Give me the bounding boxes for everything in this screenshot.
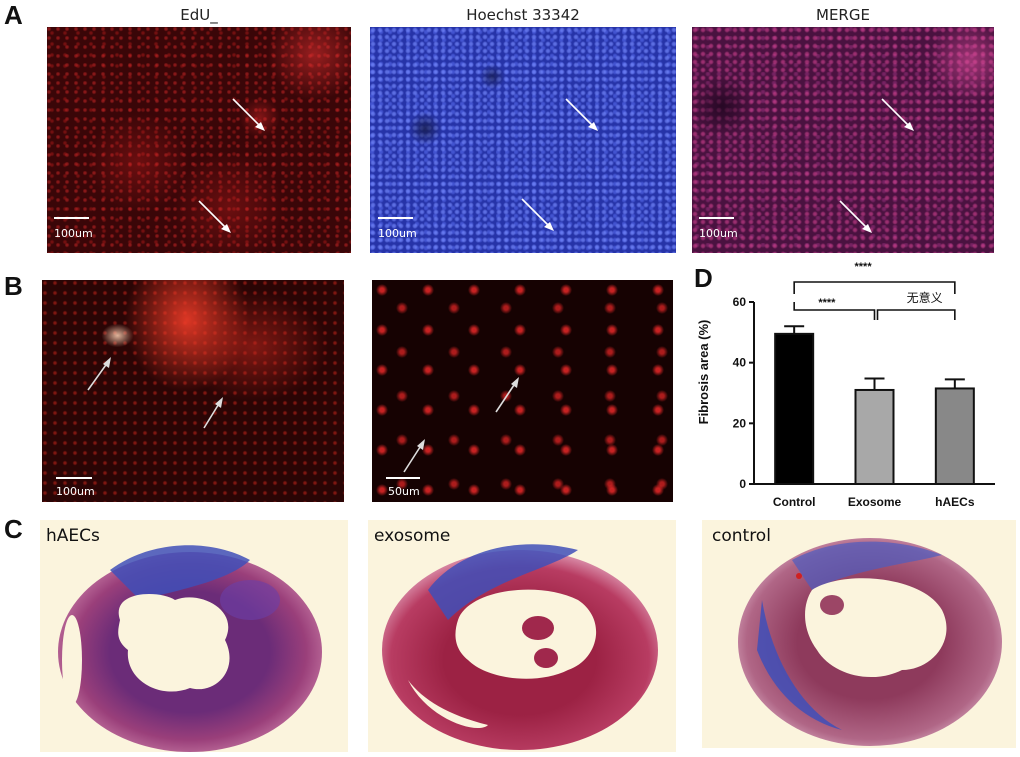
x-tick-label: hAECs bbox=[935, 495, 975, 509]
y-axis-label: Fibrosis area (%) bbox=[696, 320, 711, 425]
masson-stain-control: control bbox=[702, 520, 1016, 748]
title-edu: EdU_ bbox=[180, 6, 218, 24]
scale-label: 100um bbox=[56, 485, 95, 498]
panel-letter-d: D bbox=[694, 263, 713, 293]
panel-letter-c: C bbox=[4, 514, 23, 544]
masson-stain-exosome: exosome bbox=[368, 520, 676, 752]
masson-stain-haecs: hAECs bbox=[40, 520, 348, 752]
scale-label: 50um bbox=[388, 485, 420, 498]
scale-bar bbox=[378, 217, 413, 219]
y-tick-label: 20 bbox=[733, 416, 747, 430]
panel-letter-a: A bbox=[4, 0, 23, 30]
heart-cross-section-image bbox=[382, 544, 658, 750]
title-hoechst: Hoechst 33342 bbox=[466, 6, 580, 24]
significance-label: 无意义 bbox=[907, 290, 943, 305]
hoechst-micrograph: 100um bbox=[370, 27, 676, 253]
x-tick-label: Exosome bbox=[848, 495, 902, 509]
y-tick-label: 60 bbox=[733, 295, 747, 309]
scale-bar bbox=[699, 217, 734, 219]
scale-label: 100um bbox=[378, 227, 417, 240]
y-tick-label: 0 bbox=[739, 477, 746, 491]
scale-label: 100um bbox=[54, 227, 93, 240]
bar-haecs bbox=[934, 387, 975, 485]
significance-bracket bbox=[793, 281, 956, 294]
arrow-icon bbox=[87, 357, 223, 429]
arrow-icon bbox=[521, 98, 598, 231]
title-merge: MERGE bbox=[816, 6, 870, 24]
edu-tissue-micrograph-high: 50um bbox=[372, 280, 673, 502]
fibrosis-bar-chart: Fibrosis area (%) 0 20 40 60 Control Exosome… bbox=[696, 262, 995, 509]
arrow-icon bbox=[839, 98, 914, 233]
edu-micrograph: 100um bbox=[47, 27, 351, 253]
significance-bracket bbox=[876, 309, 956, 320]
scale-label: 100um bbox=[699, 227, 738, 240]
significance-label: **** bbox=[855, 262, 873, 273]
label-haecs: hAECs bbox=[46, 526, 100, 546]
label-control: control bbox=[712, 526, 771, 546]
x-tick-label: Control bbox=[773, 495, 816, 509]
edu-tissue-micrograph-low: 100um bbox=[42, 280, 344, 502]
arrow-icon bbox=[403, 377, 519, 473]
y-tick-label: 40 bbox=[733, 356, 747, 370]
scale-bar bbox=[386, 477, 420, 479]
heart-cross-section-image bbox=[58, 545, 322, 752]
significance-label: **** bbox=[818, 297, 836, 309]
heart-cross-section-image bbox=[738, 538, 1002, 746]
bar-exosome bbox=[854, 388, 895, 485]
merge-micrograph: 100um bbox=[692, 27, 994, 253]
panel-letter-b: B bbox=[4, 271, 23, 301]
significance-bracket bbox=[793, 302, 876, 320]
scale-bar bbox=[56, 477, 92, 479]
scale-bar bbox=[54, 217, 89, 219]
label-exosome: exosome bbox=[374, 526, 451, 546]
bar-control bbox=[774, 332, 815, 485]
arrow-icon bbox=[198, 98, 265, 233]
